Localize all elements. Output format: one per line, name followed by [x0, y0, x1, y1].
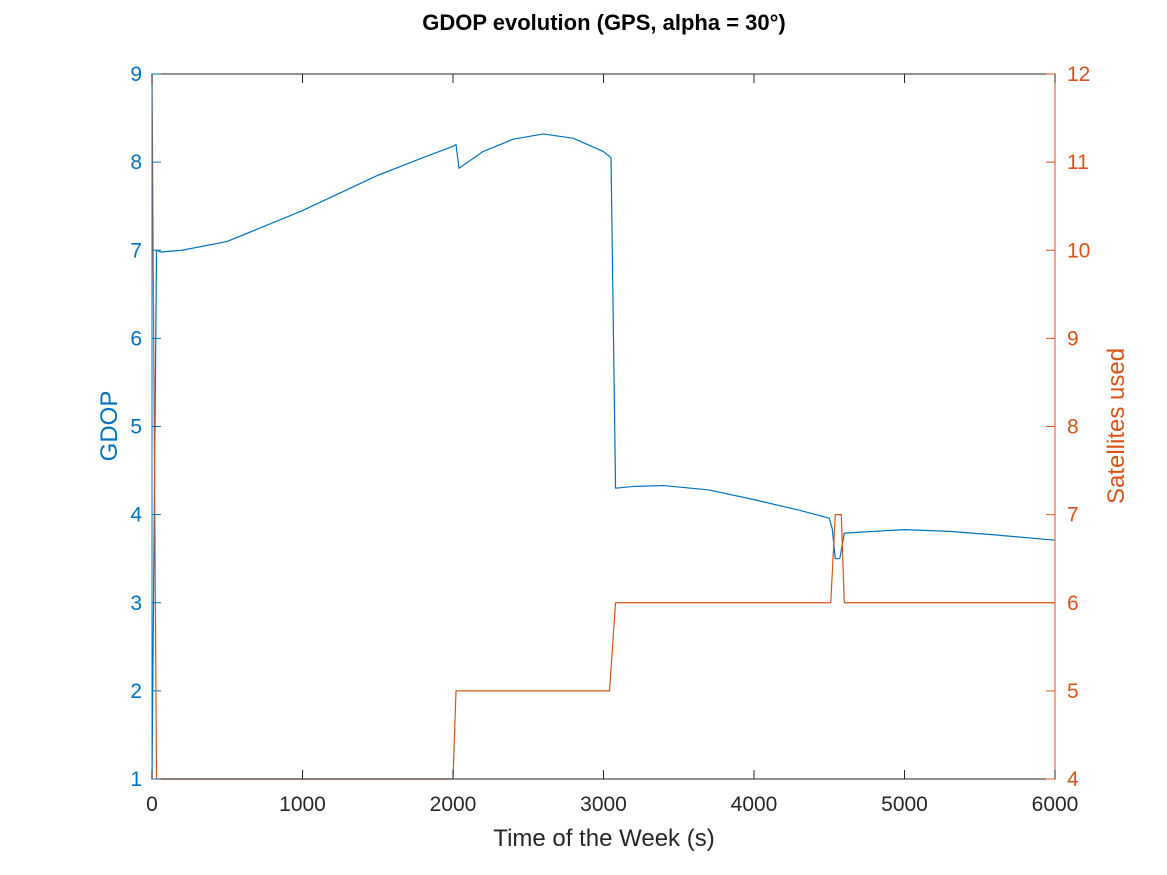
right-tick-label: 4: [1067, 768, 1079, 791]
right-tick-label: 7: [1067, 504, 1079, 527]
left-tick-label: 9: [130, 63, 142, 86]
x-tick-label: 5000: [881, 793, 928, 816]
left-tick-label: 6: [130, 327, 142, 350]
x-tick-label: 0: [146, 793, 158, 816]
x-axis: 0 1000 2000 3000 4000 5000 6000: [146, 74, 1078, 816]
plot-area: [151, 73, 1056, 780]
left-tick-label: 7: [130, 239, 142, 262]
x-axis-label: Time of the Week (s): [493, 825, 714, 852]
x-tick-label: 1000: [279, 793, 326, 816]
right-axis: 4 5 6 7 8 9 10 11 12: [1046, 63, 1090, 791]
right-tick-label: 10: [1067, 239, 1090, 262]
right-tick-label: 8: [1067, 416, 1079, 439]
satellites-series-line: [151, 73, 1055, 780]
left-tick-label: 3: [130, 592, 142, 615]
right-axis-label: Satellites used: [1103, 348, 1130, 504]
left-axis-label: GDOP: [96, 391, 123, 462]
right-tick-label: 5: [1067, 680, 1079, 703]
left-tick-label: 4: [130, 504, 142, 527]
right-tick-label: 6: [1067, 592, 1079, 615]
left-axis: 1 2 3 4 5 6 7 8 9: [130, 63, 161, 791]
left-tick-label: 2: [130, 680, 142, 703]
left-tick-label: 5: [130, 416, 142, 439]
plot-frame: [151, 73, 1056, 780]
x-tick-label: 3000: [580, 793, 627, 816]
x-tick-label: 4000: [731, 793, 778, 816]
right-tick-label: 9: [1067, 327, 1079, 350]
chart-title: GDOP evolution (GPS, alpha = 30°): [422, 10, 786, 35]
gdop-series-line: [151, 133, 1056, 780]
left-tick-label: 1: [130, 768, 142, 791]
right-tick-label: 11: [1067, 151, 1089, 174]
left-tick-label: 8: [130, 151, 142, 174]
x-tick-label: 2000: [430, 793, 477, 816]
x-tick-label: 6000: [1032, 793, 1079, 816]
right-tick-label: 12: [1067, 63, 1090, 86]
